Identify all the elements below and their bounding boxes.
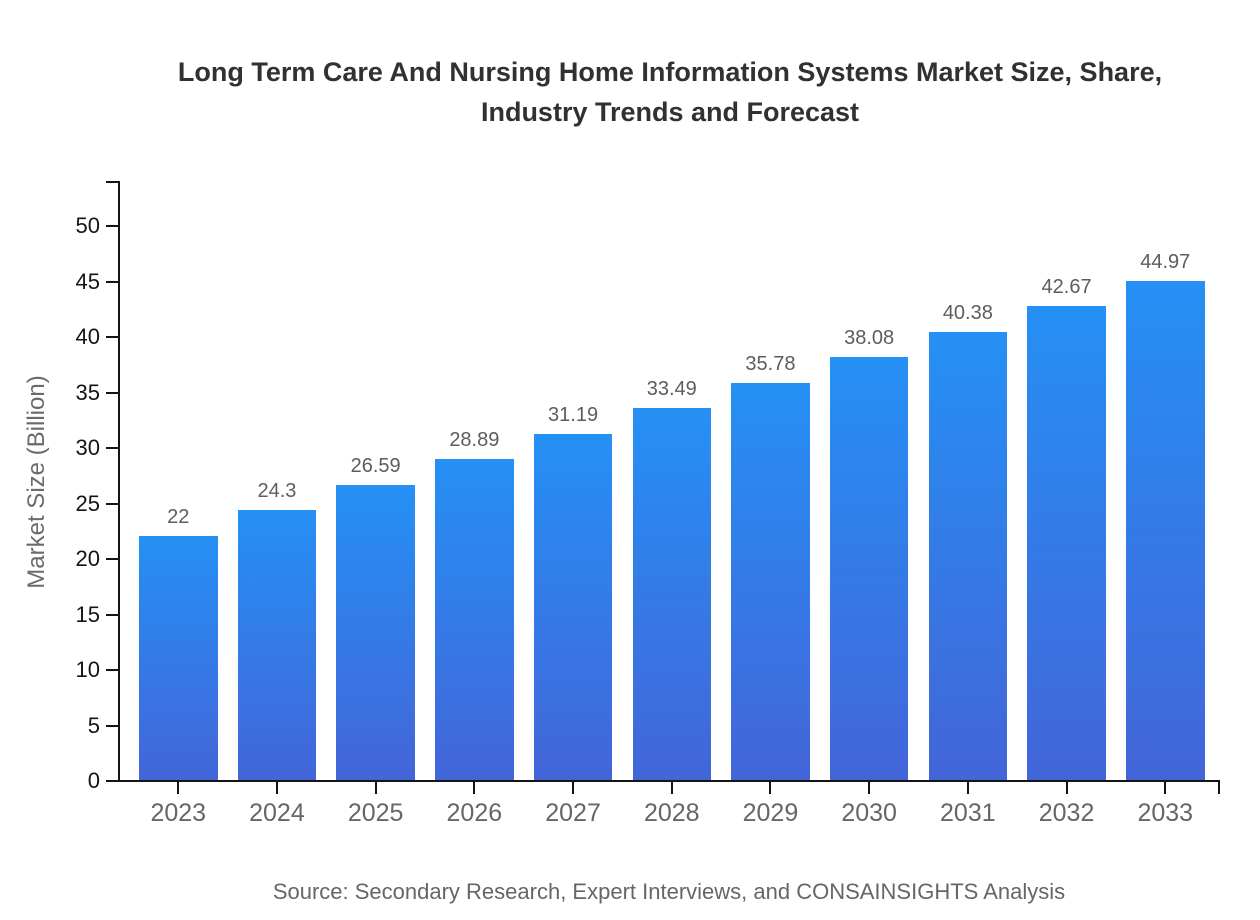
y-tick xyxy=(106,669,118,671)
x-tick xyxy=(374,782,377,794)
y-tick-label: 30 xyxy=(75,435,100,460)
x-tick xyxy=(966,782,969,794)
bar-2033 xyxy=(1126,280,1205,780)
x-tick xyxy=(177,782,180,794)
x-tick xyxy=(572,782,575,794)
bar-value-label: 38.08 xyxy=(844,327,895,350)
x-tick-label: 2033 xyxy=(1137,799,1194,827)
x-tick xyxy=(473,782,476,794)
y-axis-line xyxy=(118,181,120,782)
x-tick-label: 2032 xyxy=(1038,799,1095,827)
bar-value-label: 40.38 xyxy=(942,301,993,324)
bar-value-label: 42.67 xyxy=(1041,276,1092,299)
y-tick xyxy=(106,613,118,616)
x-tick-label: 2028 xyxy=(643,799,700,827)
bar-value-label: 22 xyxy=(167,505,190,528)
x-tick-label: 2030 xyxy=(841,799,897,827)
x-axis-line xyxy=(118,780,1220,782)
y-tick xyxy=(106,391,118,394)
y-tick xyxy=(106,225,118,227)
y-axis-end-cap xyxy=(106,181,118,183)
bar-value-label: 31.19 xyxy=(548,403,599,426)
y-tick xyxy=(106,724,118,727)
y-tick xyxy=(106,780,118,782)
y-tick xyxy=(106,558,118,560)
chart-title: Long Term Care And Nursing Home Informat… xyxy=(44,52,1260,132)
y-tick xyxy=(106,447,118,449)
x-tick-label: 2023 xyxy=(150,799,207,827)
y-tick-label: 15 xyxy=(75,601,100,627)
y-tick-label: 0 xyxy=(87,768,100,793)
bar-2025 xyxy=(336,484,415,780)
chart-title-line-1: Long Term Care And Nursing Home Informat… xyxy=(177,57,1163,87)
bar-2023 xyxy=(139,535,218,780)
bar-2029 xyxy=(731,382,810,780)
x-tick-label: 2027 xyxy=(545,799,601,827)
x-tick xyxy=(275,782,278,794)
y-tick xyxy=(106,336,118,338)
x-tick-label: 2024 xyxy=(249,799,305,827)
y-tick-label: 35 xyxy=(75,379,100,405)
x-tick-label: 2031 xyxy=(940,799,996,827)
bar-value-label: 35.78 xyxy=(745,352,796,375)
y-tick-label: 5 xyxy=(87,712,100,738)
bar-2030 xyxy=(829,357,909,780)
y-tick xyxy=(106,280,118,283)
bar-2024 xyxy=(237,510,317,780)
x-axis-end-cap xyxy=(1218,780,1220,794)
source-note: Source: Secondary Research, Expert Inter… xyxy=(272,879,1066,904)
y-tick-label: 25 xyxy=(75,490,100,516)
bar-2032 xyxy=(1027,306,1106,780)
bar-value-label: 26.59 xyxy=(350,454,401,477)
bar-2028 xyxy=(632,408,711,780)
bar-2031 xyxy=(928,331,1008,780)
x-tick xyxy=(670,782,673,794)
x-tick-label: 2025 xyxy=(347,799,404,827)
bar-value-label: 24.3 xyxy=(257,480,297,503)
bar-value-label: 44.97 xyxy=(1140,250,1191,273)
x-tick-label: 2026 xyxy=(446,799,503,827)
y-tick-label: 10 xyxy=(75,657,100,682)
bar-value-label: 28.89 xyxy=(449,429,500,452)
y-tick-label: 20 xyxy=(75,546,100,571)
x-tick xyxy=(769,782,772,794)
bar-2027 xyxy=(533,433,613,780)
y-tick-label: 50 xyxy=(75,213,100,238)
bar-2026 xyxy=(435,459,514,780)
x-tick xyxy=(1164,782,1167,794)
chart-title-line-2: Industry Trends and Forecast xyxy=(480,97,860,127)
y-tick xyxy=(106,502,118,505)
x-tick xyxy=(868,782,871,794)
y-tick-label: 40 xyxy=(75,324,100,349)
x-tick xyxy=(1065,782,1068,794)
y-tick-label: 45 xyxy=(75,268,100,294)
bar-value-label: 33.49 xyxy=(646,378,697,401)
x-tick-label: 2029 xyxy=(742,799,799,827)
